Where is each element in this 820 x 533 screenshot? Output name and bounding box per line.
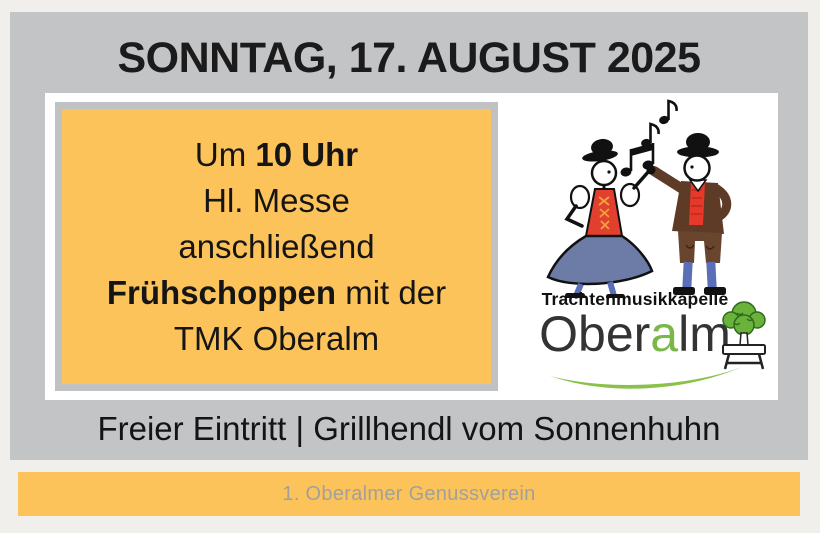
content-panel: Um 10 Uhr Hl. Messe anschließend Frühsch… xyxy=(45,93,778,400)
man-dancer xyxy=(646,133,732,295)
info-line-1-regular: Um xyxy=(194,135,256,173)
footer-info: Freier Eintritt | Grillhendl vom Sonnenh… xyxy=(97,410,721,447)
info-line-4: Frühschoppen mit der xyxy=(107,270,446,316)
info-line-5: TMK Oberalm xyxy=(173,319,380,357)
green-swoosh-icon xyxy=(550,367,742,389)
info-line-2: Hl. Messe xyxy=(203,181,350,219)
info-line-4-bold: Frühschoppen xyxy=(106,273,337,311)
organizer-text: 1. Oberalmer Genussverein xyxy=(282,482,536,505)
woman-dancer xyxy=(546,138,654,298)
town-pre: Ober xyxy=(539,306,651,362)
town-green-letter: a xyxy=(650,306,679,362)
info-line-3: anschließend xyxy=(178,227,375,265)
info-line-1: Um 10 Uhr xyxy=(195,132,358,178)
date-title: SONNTAG, 17. AUGUST 2025 xyxy=(117,34,702,82)
tmk-oberalm-logo: Trachtenmusikkapelle Oberalm xyxy=(510,93,778,400)
music-notes-icon xyxy=(620,99,678,177)
tree-bench-icon xyxy=(722,301,766,370)
info-line-1-bold: 10 Uhr xyxy=(255,135,359,173)
info-line-4-regular: mit der xyxy=(336,273,447,311)
flyer-card: SONNTAG, 17. AUGUST 2025 Um 10 Uhr Hl. M… xyxy=(10,12,808,460)
band-name: Trachtenmusikkapelle xyxy=(541,289,729,309)
dancing-couple-illustration xyxy=(546,99,732,298)
event-info-box: Um 10 Uhr Hl. Messe anschließend Frühsch… xyxy=(55,102,498,391)
organizer-bar: 1. Oberalmer Genussverein xyxy=(18,472,800,516)
